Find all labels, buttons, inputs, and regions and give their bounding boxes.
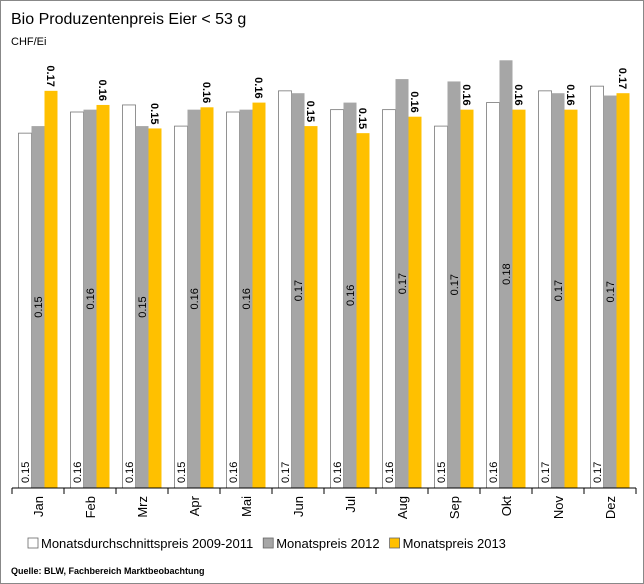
- value-label: 0.16: [252, 77, 264, 98]
- bar: [330, 109, 344, 489]
- bar: [343, 102, 357, 488]
- x-tick-label: Jul: [343, 496, 358, 513]
- value-label: 0.16: [96, 80, 108, 101]
- bar: [83, 109, 97, 489]
- x-tick-label: Okt: [499, 496, 514, 517]
- value-label: 0.16: [241, 288, 253, 309]
- bar: [291, 93, 305, 488]
- x-tick-label: Mrz: [135, 496, 150, 518]
- value-label: 0.16: [345, 285, 357, 306]
- bar: [512, 109, 526, 489]
- bar: [226, 111, 240, 489]
- legend-swatch: [389, 537, 400, 549]
- bar: [486, 102, 500, 489]
- value-label: 0.15: [176, 462, 188, 483]
- bar: [603, 95, 617, 489]
- value-label: 0.17: [605, 281, 617, 302]
- bar: [31, 126, 45, 488]
- value-label: 0.17: [616, 68, 628, 89]
- bar: [278, 90, 292, 489]
- value-label: 0.17: [592, 462, 604, 483]
- x-tick-label: Dez: [603, 496, 618, 519]
- bar: [252, 102, 266, 488]
- bar: [200, 107, 214, 489]
- value-label: 0.15: [436, 462, 448, 483]
- bar: [356, 133, 370, 488]
- x-tick-label: Mai: [239, 496, 254, 517]
- value-label: 0.16: [384, 462, 396, 483]
- bar: [460, 109, 474, 489]
- value-label: 0.16: [564, 84, 576, 105]
- bar: [590, 85, 604, 489]
- value-label: 0.15: [33, 296, 45, 317]
- legend-swatch: [27, 537, 39, 549]
- value-label: 0.16: [512, 84, 524, 105]
- bar: [538, 90, 552, 489]
- value-label: 0.16: [85, 288, 97, 309]
- value-label: 0.16: [228, 462, 240, 483]
- bar: [96, 104, 110, 488]
- value-label: 0.17: [449, 274, 461, 295]
- value-label: 0.16: [189, 288, 201, 309]
- value-label: 0.16: [460, 84, 472, 105]
- x-tick-label: Jun: [291, 496, 306, 517]
- value-label: 0.15: [20, 462, 32, 483]
- value-label: 0.16: [408, 91, 420, 112]
- bar: [187, 109, 201, 489]
- legend-swatch: [262, 537, 274, 549]
- bar: [122, 104, 136, 489]
- bar: [174, 125, 188, 489]
- bar: [551, 93, 565, 488]
- source-note: Quelle: BLW, Fachbereich Marktbeobachtun…: [11, 566, 205, 576]
- legend-label: Monatspreis 2012: [276, 536, 379, 551]
- bar: [135, 126, 149, 488]
- bar: [239, 109, 253, 489]
- chart-title: Bio Produzentenpreis Eier < 53 g: [11, 11, 246, 28]
- bar: [18, 132, 32, 489]
- value-label: 0.16: [488, 462, 500, 483]
- value-label: 0.16: [332, 462, 344, 483]
- x-tick-label: Sep: [447, 496, 462, 519]
- bar: [408, 116, 422, 488]
- bar: [382, 109, 396, 489]
- value-label: 0.16: [200, 82, 212, 103]
- value-label: 0.17: [44, 65, 56, 86]
- bar: [499, 60, 513, 489]
- value-label: 0.17: [280, 462, 292, 483]
- bar: [434, 125, 448, 489]
- value-label: 0.15: [148, 103, 160, 124]
- bar: [564, 109, 578, 489]
- value-label: 0.16: [124, 462, 136, 483]
- bar: [148, 128, 162, 488]
- bar: [447, 81, 461, 488]
- x-tick-label: Jan: [31, 496, 46, 517]
- value-label: 0.18: [501, 263, 513, 284]
- bar: [304, 126, 318, 488]
- value-label: 0.15: [304, 101, 316, 122]
- unit-label: CHF/Ei: [11, 36, 46, 48]
- x-tick-label: Feb: [83, 496, 98, 518]
- value-label: 0.15: [137, 296, 149, 317]
- value-label: 0.16: [72, 462, 84, 483]
- value-label: 0.15: [356, 108, 368, 129]
- value-label: 0.17: [540, 462, 552, 483]
- legend-label: Monatspreis 2013: [403, 536, 506, 551]
- value-label: 0.17: [397, 273, 409, 294]
- bar: [616, 93, 630, 488]
- value-label: 0.17: [293, 280, 305, 301]
- bar: [395, 79, 409, 488]
- x-tick-label: Nov: [551, 496, 566, 520]
- x-tick-label: Apr: [187, 495, 202, 516]
- x-tick-label: Aug: [395, 496, 410, 519]
- bar: [70, 111, 84, 489]
- value-label: 0.17: [553, 280, 565, 301]
- legend-label: Monatsdurchschnittspreis 2009-2011: [41, 536, 253, 551]
- bar: [44, 90, 58, 488]
